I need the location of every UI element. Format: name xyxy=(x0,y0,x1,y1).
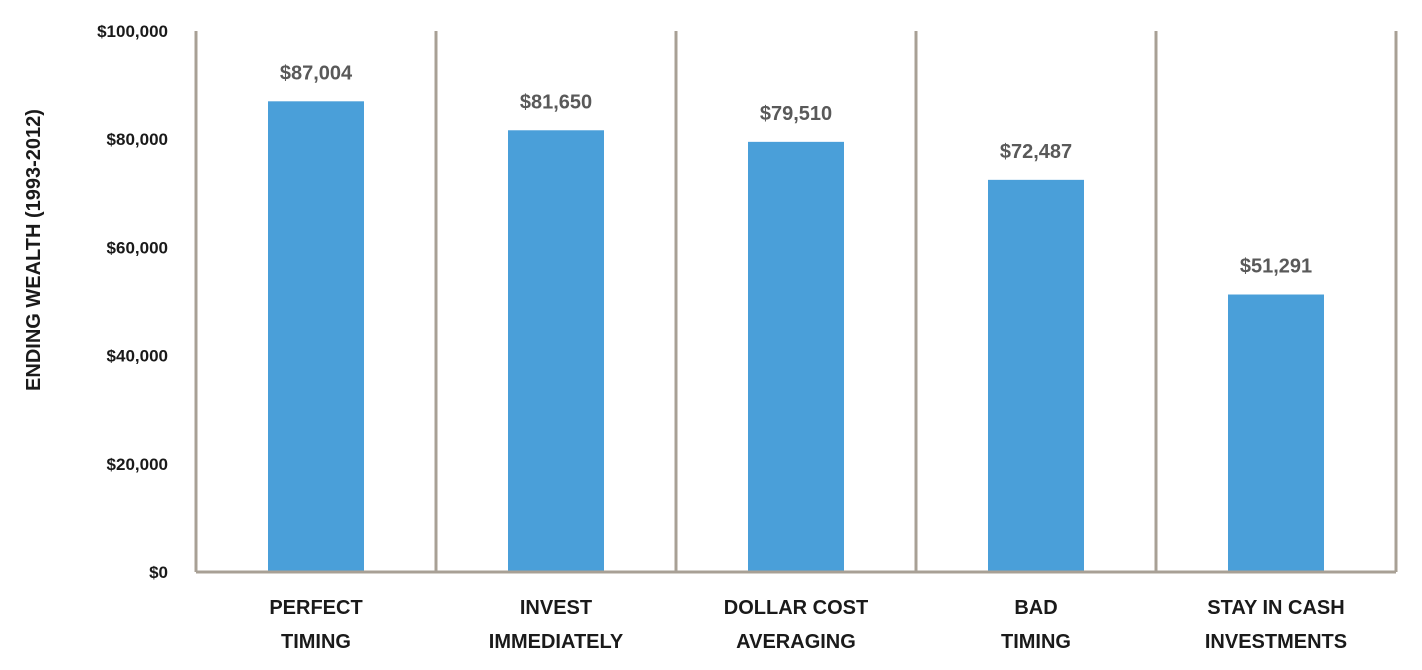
category-dividers xyxy=(194,31,1398,572)
y-tick-label: $0 xyxy=(149,563,168,582)
x-axis-ticks: PERFECT TIMING INVEST IMMEDIATELY DOLLAR COS… xyxy=(269,597,1347,653)
y-axis-ticks: $0 $20,000 $40,000 $60,000 $80,000 $100,000 xyxy=(97,22,168,582)
data-label: $79,510 xyxy=(760,103,832,125)
bar xyxy=(508,130,604,572)
bar xyxy=(1228,294,1324,572)
data-label: $72,487 xyxy=(1000,141,1072,163)
y-tick-label: $100,000 xyxy=(97,22,168,41)
y-tick-label: $80,000 xyxy=(107,130,168,149)
data-label: $81,650 xyxy=(520,91,592,113)
x-tick-label: BAD xyxy=(1014,597,1057,619)
x-tick-label: IMMEDIATELY xyxy=(489,631,624,653)
x-tick-label: INVESTMENTS xyxy=(1205,631,1347,653)
y-tick-label: $40,000 xyxy=(107,347,168,366)
data-label: $51,291 xyxy=(1240,256,1312,278)
y-tick-label: $60,000 xyxy=(107,238,168,257)
x-tick-label: TIMING xyxy=(1001,631,1071,653)
bar xyxy=(268,101,364,573)
x-tick-label: TIMING xyxy=(281,631,351,653)
data-label: $87,004 xyxy=(280,62,353,84)
x-tick-label: PERFECT xyxy=(269,597,362,619)
bars xyxy=(268,101,1324,573)
x-tick-label: DOLLAR COST xyxy=(724,597,868,619)
x-tick-label: INVEST xyxy=(520,597,592,619)
data-labels: $87,004 $81,650 $79,510 $72,487 $51,291 xyxy=(280,62,1312,277)
y-axis-label: ENDING WEALTH (1993-2012) xyxy=(23,109,45,391)
bar xyxy=(748,141,844,573)
bar xyxy=(988,179,1084,572)
y-tick-label: $20,000 xyxy=(107,455,168,474)
x-tick-label: STAY IN CASH xyxy=(1207,597,1344,619)
x-tick-label: AVERAGING xyxy=(736,631,856,653)
